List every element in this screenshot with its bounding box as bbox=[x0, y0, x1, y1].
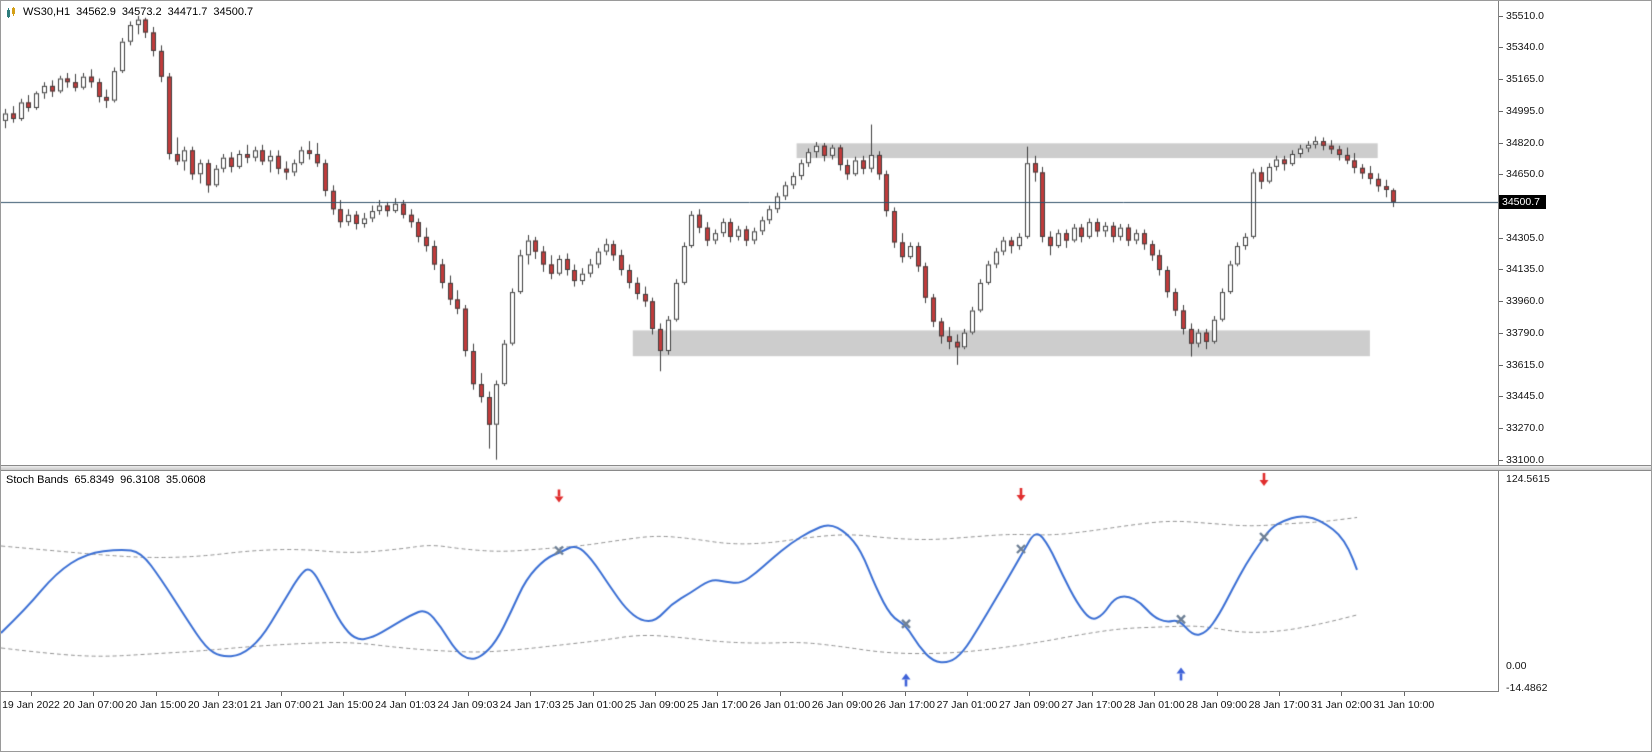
price-axis-label: 34820.0 bbox=[1506, 136, 1544, 149]
time-axis-tick bbox=[1154, 692, 1155, 696]
price-axis-tick bbox=[1499, 396, 1503, 397]
time-axis-label: 19 Jan 2022 bbox=[2, 699, 60, 711]
time-axis-label: 26 Jan 01:00 bbox=[749, 699, 811, 711]
time-axis-label: 27 Jan 01:00 bbox=[936, 699, 998, 711]
ohlc-high: 34573.2 bbox=[121, 6, 162, 18]
time-axis-tick bbox=[1341, 692, 1342, 696]
time-axis-tick bbox=[31, 692, 32, 696]
indicator-axis-label: 0.00 bbox=[1506, 659, 1527, 672]
time-axis-label: 27 Jan 09:00 bbox=[999, 699, 1060, 711]
time-axis-tick bbox=[405, 692, 406, 696]
time-axis-tick bbox=[93, 692, 94, 696]
indicator-value-main: 65.8349 bbox=[74, 474, 115, 486]
time-axis-label: 28 Jan 09:00 bbox=[1186, 699, 1247, 711]
price-axis-label: 33270.0 bbox=[1506, 422, 1544, 435]
price-axis[interactable]: 34500.7 35510.0 35340.0 35165.0 34995.0 3482… bbox=[1499, 1, 1651, 466]
price-axis-label: 34135.0 bbox=[1506, 263, 1544, 276]
time-axis-tick bbox=[1279, 692, 1280, 696]
time-axis-label: 21 Jan 07:00 bbox=[250, 699, 311, 711]
time-axis-tick bbox=[655, 692, 656, 696]
indicator-value-upper: 96.3108 bbox=[120, 474, 160, 486]
time-axis-tick bbox=[530, 692, 531, 696]
time-axis-tick bbox=[905, 692, 906, 696]
indicator-value-lower: 35.0608 bbox=[165, 474, 206, 486]
time-axis-label: 31 Jan 10:00 bbox=[1373, 699, 1435, 711]
ohlc-open: 34562.9 bbox=[76, 6, 116, 18]
price-axis-tick bbox=[1499, 269, 1503, 270]
price-axis-tick bbox=[1499, 460, 1503, 461]
time-axis-tick bbox=[717, 692, 718, 696]
indicator-header: Stoch Bands 65.8349 96.3108 35.0608 bbox=[6, 474, 206, 486]
time-axis-label: 24 Jan 09:03 bbox=[437, 699, 499, 711]
price-axis-label: 33100.0 bbox=[1506, 453, 1544, 466]
time-axis-tick bbox=[967, 692, 968, 696]
price-axis-label: 35340.0 bbox=[1506, 41, 1544, 54]
time-axis-label: 24 Jan 17:03 bbox=[499, 699, 561, 711]
ohlc-close: 34500.7 bbox=[213, 6, 254, 18]
time-axis-label: 26 Jan 09:00 bbox=[811, 699, 873, 711]
indicator-name: Stoch Bands bbox=[6, 474, 69, 486]
ohlc-low: 34471.7 bbox=[167, 6, 208, 18]
time-axis-label: 25 Jan 09:00 bbox=[624, 699, 686, 711]
time-axis-label: 26 Jan 17:00 bbox=[874, 699, 935, 711]
time-axis-label: 28 Jan 01:00 bbox=[1123, 699, 1185, 711]
price-axis-label: 33960.0 bbox=[1506, 295, 1544, 308]
time-axis-label: 24 Jan 01:03 bbox=[375, 699, 436, 711]
indicator-panel: Stoch Bands 65.8349 96.3108 35.0608 bbox=[1, 471, 1499, 692]
time-axis-tick bbox=[1217, 692, 1218, 696]
price-axis-tick bbox=[1499, 333, 1503, 334]
symbol-ohlc-header: WS30,H1 34562.9 34573.2 34471.7 34500.7 bbox=[6, 6, 253, 18]
time-axis-tick bbox=[156, 692, 157, 696]
main-chart-panel bbox=[1, 1, 1499, 465]
price-axis-tick bbox=[1499, 174, 1503, 175]
time-axis-label: 25 Jan 17:00 bbox=[687, 699, 748, 711]
price-axis-label: 34995.0 bbox=[1506, 104, 1544, 117]
time-axis-tick bbox=[842, 692, 843, 696]
stoch-canvas[interactable] bbox=[1, 471, 1498, 691]
time-axis-tick bbox=[1092, 692, 1093, 696]
price-axis-label: 34305.0 bbox=[1506, 231, 1544, 244]
time-axis-label: 20 Jan 15:00 bbox=[125, 699, 187, 711]
main-chart-canvas[interactable] bbox=[1, 1, 1498, 465]
price-axis-label: 34650.0 bbox=[1506, 168, 1544, 181]
indicator-axis-label: -14.4862 bbox=[1506, 681, 1548, 694]
price-axis-tick bbox=[1499, 79, 1503, 80]
time-axis-tick bbox=[1029, 692, 1030, 696]
price-axis-label: 33445.0 bbox=[1506, 390, 1544, 403]
time-axis-label: 20 Jan 23:01 bbox=[187, 699, 249, 711]
time-axis-label: 28 Jan 17:00 bbox=[1248, 699, 1310, 711]
price-axis-tick bbox=[1499, 238, 1503, 239]
time-axis-label: 25 Jan 01:00 bbox=[562, 699, 623, 711]
price-axis-tick bbox=[1499, 301, 1503, 302]
price-axis-label: 33790.0 bbox=[1506, 326, 1544, 339]
time-axis-tick bbox=[468, 692, 469, 696]
time-axis-label: 20 Jan 07:00 bbox=[63, 699, 124, 711]
time-axis-label: 21 Jan 15:00 bbox=[312, 699, 374, 711]
symbol-icon bbox=[6, 6, 17, 18]
price-axis-tick bbox=[1499, 365, 1503, 366]
time-axis-tick bbox=[593, 692, 594, 696]
price-axis-tick bbox=[1499, 428, 1503, 429]
time-axis[interactable]: 19 Jan 2022 20 Jan 07:00 20 Jan 15:00 20 Ja… bbox=[1, 692, 1651, 751]
price-axis-label: 33615.0 bbox=[1506, 358, 1544, 371]
indicator-axis[interactable]: 124.5615 0.00 -14.4862 bbox=[1499, 471, 1651, 694]
time-axis-label: 31 Jan 02:00 bbox=[1311, 699, 1372, 711]
price-axis-label: 35165.0 bbox=[1506, 73, 1544, 86]
symbol-name: WS30,H1 bbox=[23, 6, 71, 18]
time-axis-tick bbox=[281, 692, 282, 696]
time-axis-tick bbox=[780, 692, 781, 696]
price-axis-tick bbox=[1499, 111, 1503, 112]
price-axis-label: 35510.0 bbox=[1506, 9, 1544, 22]
indicator-axis-label: 124.5615 bbox=[1506, 473, 1550, 486]
price-axis-tick bbox=[1499, 143, 1503, 144]
price-axis-tick bbox=[1499, 16, 1503, 17]
time-axis-tick bbox=[1404, 692, 1405, 696]
time-axis-label: 27 Jan 17:00 bbox=[1061, 699, 1123, 711]
time-axis-tick bbox=[343, 692, 344, 696]
price-axis-tick bbox=[1499, 47, 1503, 48]
time-axis-tick bbox=[218, 692, 219, 696]
current-price-tag: 34500.7 bbox=[1499, 194, 1546, 209]
panel-splitter[interactable] bbox=[1, 465, 1651, 471]
